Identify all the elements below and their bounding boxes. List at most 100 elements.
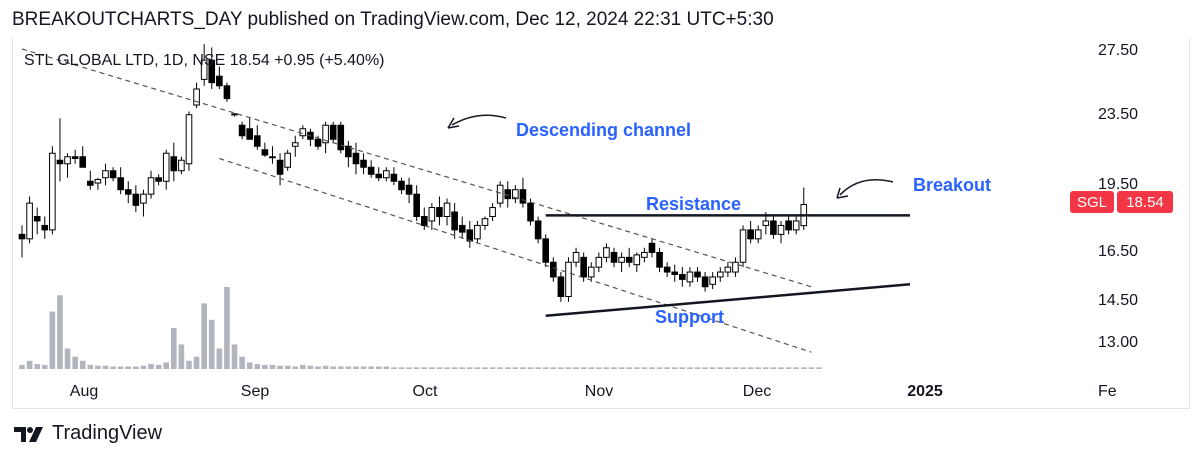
candle-down <box>155 177 162 182</box>
candle <box>694 267 701 282</box>
candle <box>512 185 519 204</box>
candle-up <box>777 224 785 235</box>
volume-bar <box>360 366 367 369</box>
candle <box>49 146 56 235</box>
candle-down <box>56 159 64 165</box>
candle-up <box>94 179 102 184</box>
candle-up <box>739 229 747 263</box>
candle <box>633 252 641 273</box>
volume-bar <box>307 365 314 369</box>
volume-bar <box>763 367 769 369</box>
candle <box>496 181 504 208</box>
candle <box>557 272 565 302</box>
candle-up <box>512 189 519 200</box>
price-tag-value: 18.54 <box>1126 194 1164 211</box>
candle <box>656 247 663 273</box>
last-price: 18.54 <box>230 52 270 69</box>
candle-down <box>610 251 618 263</box>
volume-bar <box>687 367 693 369</box>
candle <box>716 267 724 282</box>
candle-down <box>747 229 754 240</box>
candle-up <box>231 113 238 116</box>
candle <box>79 146 87 168</box>
candle-up <box>633 254 641 266</box>
candle <box>671 264 679 282</box>
chart-frame <box>12 38 1190 409</box>
volume-bar <box>816 367 822 369</box>
volume-bar <box>368 366 374 369</box>
candle-down <box>785 220 792 231</box>
candle <box>565 257 572 302</box>
volume-bar <box>725 367 731 369</box>
candle <box>231 113 238 117</box>
tradingview-logo-icon <box>14 426 43 442</box>
candle-up <box>474 224 481 240</box>
candle-up <box>26 202 33 240</box>
candle <box>18 225 26 258</box>
candle-down <box>625 256 633 263</box>
candle-down <box>656 251 663 268</box>
volume-bar <box>770 367 777 369</box>
candle-up <box>595 256 603 268</box>
volume-bar <box>95 365 101 369</box>
candle-up <box>716 271 724 278</box>
candle-down <box>337 124 345 151</box>
volume-bar <box>254 364 261 369</box>
y-tick-27.50: 27.50 <box>1098 42 1138 59</box>
volume-bar <box>300 364 306 369</box>
candle-down <box>18 233 26 240</box>
candle <box>739 225 747 268</box>
resistance-label: Resistance <box>646 194 741 214</box>
volume-bar <box>535 367 541 369</box>
y-tick-13.00: 13.00 <box>1098 334 1138 351</box>
candle <box>390 167 398 186</box>
volume-bar <box>239 356 245 369</box>
volume-bar <box>322 365 329 369</box>
volume-bar <box>436 367 443 369</box>
y-tick-14.50: 14.50 <box>1098 292 1138 309</box>
volume-bar <box>345 366 352 369</box>
volume-bar <box>444 367 450 369</box>
candle <box>792 216 800 235</box>
candle-down <box>352 152 360 165</box>
candle <box>747 220 754 244</box>
candle-down <box>375 173 383 179</box>
volume-bar <box>125 366 132 369</box>
candle <box>777 220 785 244</box>
candle-down <box>33 216 41 222</box>
candle <box>109 167 117 182</box>
candle <box>238 121 246 140</box>
candle <box>732 257 739 277</box>
candle <box>216 66 223 89</box>
volume-bar <box>626 367 632 369</box>
candle <box>337 121 345 154</box>
candle-up <box>489 207 496 217</box>
candle <box>284 149 291 171</box>
volume-bar <box>87 364 94 369</box>
volume-bar <box>489 367 496 369</box>
volume-bar <box>702 367 708 369</box>
candle-down <box>132 193 140 206</box>
candle-up <box>496 184 504 204</box>
candle-up <box>185 114 193 165</box>
price-change: +0.95 (+5.40%) <box>274 52 384 69</box>
candle-up <box>291 142 299 147</box>
candles <box>18 44 808 302</box>
volume-bar <box>330 366 336 369</box>
candle <box>117 167 124 195</box>
volume-bar <box>148 364 154 369</box>
published-line: BREAKOUTCHARTS_DAY published on TradingV… <box>12 9 774 30</box>
candle <box>94 177 102 190</box>
candle-up <box>754 229 762 240</box>
candle-down <box>550 261 557 278</box>
volume-bar <box>216 348 223 369</box>
volume-bar <box>679 367 686 369</box>
candle-down <box>451 211 458 231</box>
candle <box>587 262 595 282</box>
channel-upper-line <box>21 48 812 288</box>
candle-down <box>398 180 405 191</box>
candle <box>398 177 405 195</box>
candle-up <box>299 128 307 137</box>
volume-bar <box>208 319 215 369</box>
